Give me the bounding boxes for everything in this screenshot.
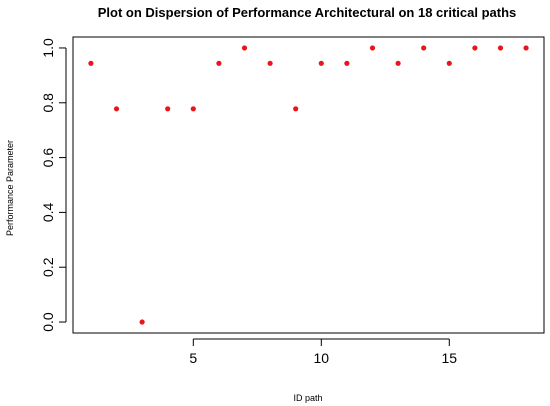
data-point bbox=[421, 45, 427, 51]
data-point bbox=[344, 60, 350, 66]
plot-area-frame bbox=[72, 36, 545, 334]
data-point bbox=[190, 106, 196, 112]
data-point bbox=[216, 60, 222, 66]
x-axis-label: ID path bbox=[293, 393, 322, 403]
data-point bbox=[293, 106, 299, 112]
data-point bbox=[446, 60, 452, 66]
y-tick-label: 0.8 bbox=[40, 93, 56, 113]
chart-title: Plot on Dispersion of Performance Archit… bbox=[98, 5, 517, 20]
y-tick-label: 0.2 bbox=[40, 257, 56, 277]
data-point bbox=[139, 319, 145, 325]
x-tick-label: 15 bbox=[441, 350, 457, 366]
y-axis-label: Performance Parameter bbox=[5, 140, 15, 236]
data-point bbox=[472, 45, 478, 51]
data-point bbox=[241, 45, 248, 51]
x-axis: 5 10 15 bbox=[189, 338, 457, 366]
data-point bbox=[165, 106, 171, 112]
y-tick-label: 0.6 bbox=[40, 148, 56, 168]
data-point bbox=[523, 45, 529, 51]
x-tick-label: 10 bbox=[314, 350, 330, 366]
y-tick-label: 0.4 bbox=[40, 202, 56, 222]
data-point bbox=[88, 60, 94, 66]
y-axis: 0.0 0.2 0.4 0.6 0.8 1.0 bbox=[40, 38, 67, 332]
data-points bbox=[88, 45, 529, 325]
x-tick-label: 5 bbox=[189, 350, 197, 366]
data-point bbox=[497, 45, 504, 51]
data-point bbox=[318, 60, 324, 66]
y-tick-label: 0.0 bbox=[40, 312, 56, 332]
data-point bbox=[369, 45, 376, 51]
data-point bbox=[113, 106, 120, 112]
data-point bbox=[267, 60, 273, 66]
y-tick-label: 1.0 bbox=[40, 38, 56, 58]
data-point bbox=[395, 60, 401, 66]
